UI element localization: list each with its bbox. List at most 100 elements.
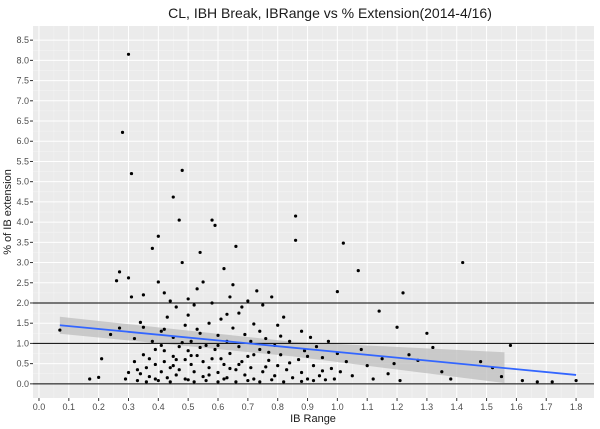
x-tick-label: 0.8	[271, 402, 284, 412]
data-point	[141, 325, 146, 329]
data-point	[237, 362, 241, 367]
data-point	[201, 374, 205, 379]
y-tick-label: 8.0	[16, 55, 29, 65]
data-point	[305, 377, 310, 381]
data-point	[317, 374, 322, 378]
data-point	[249, 339, 253, 343]
x-tick-label: 1.3	[421, 402, 434, 412]
data-point	[171, 195, 175, 199]
data-point	[320, 369, 325, 373]
data-point	[228, 351, 232, 356]
data-point	[138, 372, 143, 376]
data-point	[255, 289, 259, 293]
data-point	[195, 353, 199, 358]
x-axis-ticks: 0.0 0.1 0.2 0.3 0.4 0.5 0.6 0.7 0.8 0.9 1.0 1.1 1.2 1…	[33, 398, 583, 412]
y-tick-label: 4.0	[16, 217, 29, 227]
data-point	[261, 370, 265, 374]
data-point	[192, 380, 196, 384]
data-point	[499, 374, 504, 379]
data-point	[246, 299, 250, 303]
data-point	[237, 345, 241, 349]
data-point	[302, 349, 307, 353]
data-point	[264, 365, 268, 369]
y-tick-label: 3.5	[16, 237, 29, 247]
data-point	[314, 345, 319, 349]
x-tick-label: 0.9	[301, 402, 314, 412]
data-point	[198, 345, 202, 350]
x-tick-label: 0.0	[33, 402, 46, 412]
data-point	[162, 360, 166, 364]
data-point	[398, 379, 402, 383]
data-point	[168, 366, 172, 370]
data-point	[380, 357, 384, 361]
data-point	[359, 347, 363, 352]
data-point	[144, 380, 148, 384]
data-point	[186, 378, 190, 382]
y-tick-label: 5.5	[16, 156, 29, 166]
data-point	[276, 364, 280, 368]
data-point	[231, 326, 235, 330]
data-point	[162, 349, 166, 353]
data-point	[431, 345, 435, 350]
data-point	[150, 246, 154, 250]
data-point	[141, 353, 146, 357]
data-point	[159, 370, 163, 374]
data-point	[365, 364, 369, 368]
data-point	[305, 354, 310, 358]
data-point	[126, 52, 131, 56]
data-point	[323, 378, 328, 382]
data-point	[276, 323, 280, 327]
data-point	[195, 287, 199, 291]
data-point	[159, 329, 163, 333]
data-point	[204, 379, 208, 383]
data-point	[180, 260, 184, 265]
data-point	[198, 250, 202, 255]
data-point	[165, 315, 169, 319]
data-point	[332, 377, 336, 381]
data-point	[279, 334, 283, 338]
data-point	[225, 376, 229, 380]
data-point	[508, 343, 513, 348]
data-point	[282, 380, 286, 384]
x-tick-label: 0.1	[63, 402, 76, 412]
x-tick-label: 0.7	[242, 402, 255, 412]
data-point	[267, 358, 271, 362]
x-tick-label: 0.2	[92, 402, 105, 412]
data-point	[210, 357, 214, 361]
data-point	[168, 299, 172, 303]
data-point	[159, 343, 163, 348]
data-point	[198, 331, 202, 335]
data-point	[189, 353, 193, 358]
data-point	[177, 345, 181, 349]
data-point	[240, 305, 244, 309]
data-point	[174, 373, 178, 377]
data-point	[520, 379, 524, 383]
y-tick-label: 3.0	[16, 258, 29, 268]
x-tick-label: 1.5	[480, 402, 493, 412]
x-tick-label: 1.2	[391, 402, 404, 412]
y-tick-label: 4.5	[16, 197, 29, 207]
data-point	[210, 301, 214, 305]
trend-line	[59, 324, 577, 376]
data-point	[234, 244, 238, 248]
data-point	[213, 347, 217, 352]
data-point	[440, 370, 444, 374]
data-point	[216, 370, 220, 375]
x-tick-label: 0.3	[122, 402, 135, 412]
x-tick-label: 1.8	[570, 402, 583, 412]
data-point	[311, 379, 316, 383]
data-point	[156, 280, 160, 284]
data-point	[308, 335, 313, 339]
y-tick-label: 2.5	[16, 278, 29, 288]
y-tick-label: 0.0	[16, 379, 29, 389]
data-point	[216, 333, 220, 337]
data-point	[100, 357, 104, 361]
y-tick-label: 8.5	[16, 35, 29, 45]
data-point	[222, 267, 226, 271]
data-point	[329, 366, 334, 371]
data-point	[326, 339, 331, 343]
data-point	[252, 322, 256, 326]
data-point	[401, 291, 405, 295]
data-point	[132, 360, 137, 364]
data-point	[138, 320, 143, 324]
